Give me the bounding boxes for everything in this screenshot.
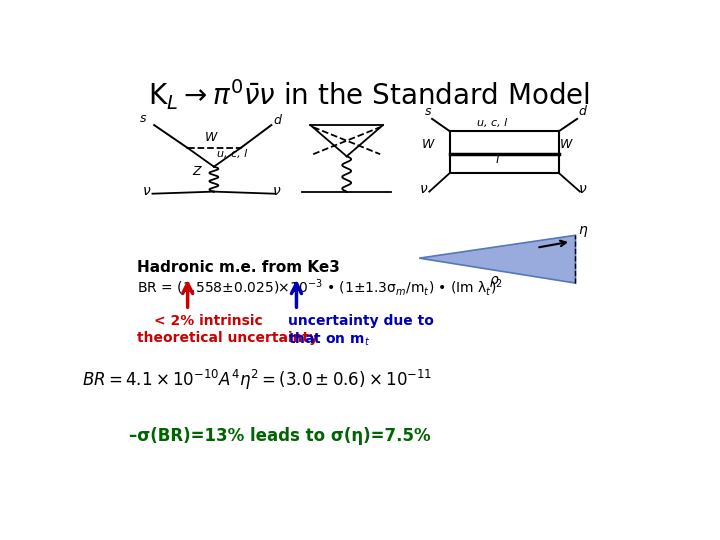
- Text: BR = (1.558±0.025)×10$^{-3}$ • (1±1.3σ$_{m}$/m$_{t}$) • (Im λ$_{t}$)$^{2}$: BR = (1.558±0.025)×10$^{-3}$ • (1±1.3σ$_…: [138, 277, 503, 298]
- Text: $\nu$: $\nu$: [272, 184, 282, 198]
- Text: $\nu$: $\nu$: [419, 182, 428, 196]
- Text: K$_{L}\rightarrow\pi^{0}\bar{\nu}\nu$ in the Standard Model: K$_{L}\rightarrow\pi^{0}\bar{\nu}\nu$ in…: [148, 77, 590, 112]
- Text: $\nu$: $\nu$: [142, 184, 151, 198]
- Text: < 2% intrinsic: < 2% intrinsic: [154, 314, 263, 328]
- Text: d: d: [273, 114, 281, 127]
- Text: W: W: [560, 138, 572, 151]
- Text: d: d: [579, 105, 587, 118]
- Text: $\rho$: $\rho$: [489, 273, 500, 288]
- Text: Hadronic m.e. from Ke3: Hadronic m.e. from Ke3: [138, 260, 341, 275]
- Text: –σ(BR)=13% leads to σ(η)=7.5%: –σ(BR)=13% leads to σ(η)=7.5%: [129, 427, 431, 444]
- Text: u, c, l: u, c, l: [477, 118, 507, 129]
- Text: s: s: [425, 105, 431, 118]
- Text: theoretical uncertainty: theoretical uncertainty: [138, 331, 318, 345]
- Text: that on m$_{t}$: that on m$_{t}$: [288, 331, 370, 348]
- Text: $BR = 4.1 \times 10^{-10} A^4 \eta^2 = (3.0 \pm 0.6) \times 10^{-11}$: $BR = 4.1 \times 10^{-10} A^4 \eta^2 = (…: [82, 368, 433, 393]
- Text: Z: Z: [192, 165, 201, 178]
- Text: uncertainty due to: uncertainty due to: [288, 314, 434, 328]
- Text: u, c, l: u, c, l: [217, 149, 248, 159]
- Text: W: W: [204, 131, 217, 144]
- Text: s: s: [140, 112, 147, 125]
- Text: W: W: [421, 138, 434, 151]
- Text: $\eta$: $\eta$: [578, 225, 588, 239]
- Text: l: l: [495, 153, 499, 166]
- Text: $\nu$: $\nu$: [577, 182, 587, 196]
- Polygon shape: [419, 235, 575, 283]
